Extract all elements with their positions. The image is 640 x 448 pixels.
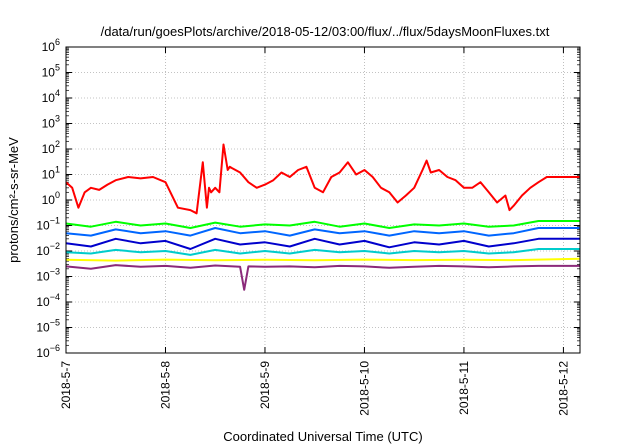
y-tick-label: 10−6 xyxy=(36,343,60,360)
series-line xyxy=(65,220,580,229)
plot-frame xyxy=(65,46,581,354)
y-tick-label: 103 xyxy=(42,114,60,131)
series-line xyxy=(65,143,580,215)
x-tick-label: 2018-5-9 xyxy=(258,361,272,409)
y-tick-label: 10−1 xyxy=(36,216,60,233)
y-tick-label: 10−5 xyxy=(36,318,60,335)
y-axis-label: protons/cm²-s-sr-MeV xyxy=(6,137,21,263)
x-tick-label: 2018-5-7 xyxy=(59,361,73,409)
y-tick-label: 106 xyxy=(42,37,60,54)
series-line xyxy=(65,264,580,291)
y-tick-label: 104 xyxy=(42,88,60,105)
y-tick-label: 101 xyxy=(42,165,60,182)
grid xyxy=(66,47,580,353)
series-line xyxy=(65,257,581,262)
y-tick-label: 10−4 xyxy=(36,292,60,309)
series-line xyxy=(65,227,580,237)
chart-title: /data/run/goesPlots/archive/2018-05-12/0… xyxy=(101,24,550,39)
x-tick-label: 2018-5-10 xyxy=(357,361,371,416)
x-tick-label: 2018-5-12 xyxy=(556,361,570,416)
y-tick-label: 102 xyxy=(42,139,60,156)
series-line xyxy=(65,248,580,256)
series-line xyxy=(65,237,580,250)
y-tick-label: 100 xyxy=(42,190,60,207)
y-tick-label: 105 xyxy=(42,63,60,80)
x-tick-label: 2018-5-8 xyxy=(158,361,172,409)
y-tick-label: 10−3 xyxy=(36,267,60,284)
y-tick-label: 10−2 xyxy=(36,241,60,258)
x-tick-label: 2018-5-11 xyxy=(457,361,471,415)
x-axis-label: Coordinated Universal Time (UTC) xyxy=(223,429,422,444)
series-group xyxy=(65,143,581,291)
